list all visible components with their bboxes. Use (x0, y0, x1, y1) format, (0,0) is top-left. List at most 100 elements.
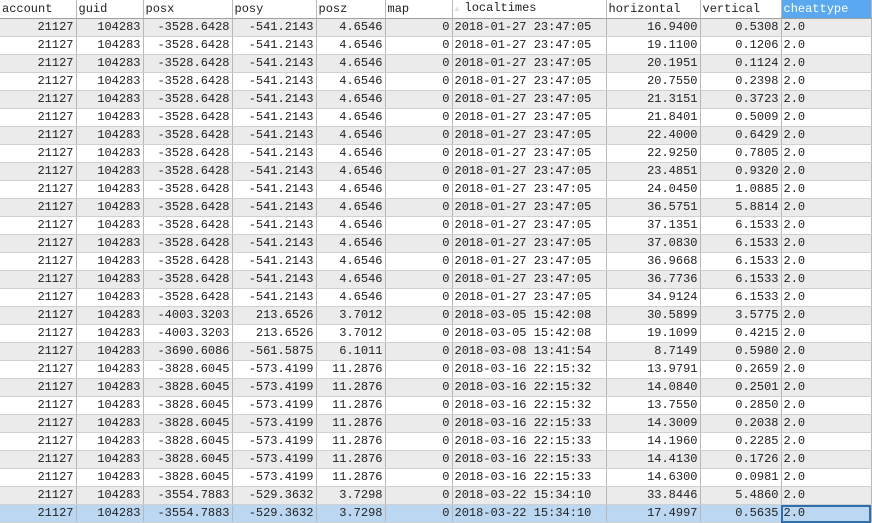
cell-cheattype[interactable]: 2.0 (781, 324, 872, 343)
cell-posx[interactable]: -4003.3203 (143, 306, 233, 325)
cell-account[interactable]: 21127 (0, 162, 77, 181)
table-row[interactable]: 21127 104283 -3528.6428 -541.2143 4.6546 0 201… (0, 234, 872, 253)
cell-cheattype[interactable]: 2.0 (781, 504, 872, 523)
cell-posy[interactable]: -541.2143 (232, 270, 317, 289)
cell-vertical[interactable]: 6.1533 (700, 252, 782, 271)
table-row[interactable]: 21127 104283 -3828.6045 -573.4199 11.2876 0 20… (0, 450, 872, 469)
cell-posy[interactable]: -541.2143 (232, 162, 317, 181)
cell-account[interactable]: 21127 (0, 324, 77, 343)
cell-guid[interactable]: 104283 (76, 216, 144, 235)
cell-posy[interactable]: -541.2143 (232, 18, 317, 37)
cell-guid[interactable]: 104283 (76, 414, 144, 433)
cell-cheattype[interactable]: 2.0 (781, 36, 872, 55)
cell-posz[interactable]: 4.6546 (316, 108, 386, 127)
cell-map[interactable]: 0 (385, 18, 453, 37)
cell-vertical[interactable]: 0.9320 (700, 162, 782, 181)
cell-posy[interactable]: -541.2143 (232, 144, 317, 163)
table-row[interactable]: 21127 104283 -3528.6428 -541.2143 4.6546 0 201… (0, 198, 872, 217)
cell-account[interactable]: 21127 (0, 360, 77, 379)
cell-posx[interactable]: -3528.6428 (143, 234, 233, 253)
cell-posy[interactable]: -573.4199 (232, 414, 317, 433)
cell-guid[interactable]: 104283 (76, 144, 144, 163)
table-row[interactable]: 21127 104283 -3828.6045 -573.4199 11.2876 0 20… (0, 360, 872, 379)
cell-vertical[interactable]: 0.0981 (700, 468, 782, 487)
cell-horizontal[interactable]: 37.1351 (606, 216, 701, 235)
column-header-map[interactable]: map (385, 0, 453, 19)
cell-vertical[interactable]: 0.5009 (700, 108, 782, 127)
cell-posx[interactable]: -3528.6428 (143, 252, 233, 271)
cell-horizontal[interactable]: 17.4997 (606, 504, 701, 523)
cell-map[interactable]: 0 (385, 198, 453, 217)
cell-map[interactable]: 0 (385, 360, 453, 379)
cell-localtimes[interactable]: 2018-03-05 15:42:08 (452, 306, 607, 325)
cell-guid[interactable]: 104283 (76, 396, 144, 415)
cell-localtimes[interactable]: 2018-01-27 23:47:05 (452, 180, 607, 199)
cell-cheattype[interactable]: 2.0 (781, 288, 872, 307)
cell-localtimes[interactable]: 2018-01-27 23:47:05 (452, 252, 607, 271)
cell-cheattype[interactable]: 2.0 (781, 378, 872, 397)
cell-localtimes[interactable]: 2018-01-27 23:47:05 (452, 216, 607, 235)
cell-cheattype[interactable]: 2.0 (781, 396, 872, 415)
cell-account[interactable]: 21127 (0, 198, 77, 217)
cell-posy[interactable]: -541.2143 (232, 54, 317, 73)
cell-account[interactable]: 21127 (0, 378, 77, 397)
cell-cheattype[interactable]: 2.0 (781, 486, 872, 505)
cell-localtimes[interactable]: 2018-03-16 22:15:33 (452, 450, 607, 469)
cell-account[interactable]: 21127 (0, 54, 77, 73)
cell-map[interactable]: 0 (385, 342, 453, 361)
cell-account[interactable]: 21127 (0, 450, 77, 469)
table-row[interactable]: 21127 104283 -3528.6428 -541.2143 4.6546 0 201… (0, 162, 872, 181)
cell-posy[interactable]: -573.4199 (232, 468, 317, 487)
cell-posz[interactable]: 4.6546 (316, 18, 386, 37)
cell-cheattype[interactable]: 2.0 (781, 306, 872, 325)
cell-map[interactable]: 0 (385, 324, 453, 343)
cell-localtimes[interactable]: 2018-03-16 22:15:32 (452, 360, 607, 379)
cell-map[interactable]: 0 (385, 126, 453, 145)
table-row[interactable]: 21127 104283 -3528.6428 -541.2143 4.6546 0 201… (0, 180, 872, 199)
cell-localtimes[interactable]: 2018-03-22 15:34:10 (452, 504, 607, 523)
cell-account[interactable]: 21127 (0, 126, 77, 145)
cell-posy[interactable]: -541.2143 (232, 90, 317, 109)
cell-posx[interactable]: -3528.6428 (143, 36, 233, 55)
cell-cheattype[interactable]: 2.0 (781, 414, 872, 433)
cell-map[interactable]: 0 (385, 180, 453, 199)
table-row[interactable]: 21127 104283 -3528.6428 -541.2143 4.6546 0 201… (0, 252, 872, 271)
cell-posx[interactable]: -3528.6428 (143, 72, 233, 91)
cell-horizontal[interactable]: 16.9400 (606, 18, 701, 37)
cell-localtimes[interactable]: 2018-01-27 23:47:05 (452, 288, 607, 307)
column-header-posy[interactable]: posy (232, 0, 317, 19)
cell-map[interactable]: 0 (385, 72, 453, 91)
table-row[interactable]: 21127 104283 -3528.6428 -541.2143 4.6546 0 201… (0, 36, 872, 55)
cell-cheattype[interactable]: 2.0 (781, 216, 872, 235)
cell-cheattype[interactable]: 2.0 (781, 342, 872, 361)
cell-localtimes[interactable]: 2018-03-16 22:15:33 (452, 468, 607, 487)
cell-map[interactable]: 0 (385, 288, 453, 307)
cell-posz[interactable]: 3.7298 (316, 486, 386, 505)
cell-map[interactable]: 0 (385, 468, 453, 487)
cell-vertical[interactable]: 0.2398 (700, 72, 782, 91)
cell-posx[interactable]: -3828.6045 (143, 360, 233, 379)
cell-cheattype[interactable]: 2.0 (781, 144, 872, 163)
cell-posz[interactable]: 4.6546 (316, 198, 386, 217)
cell-posy[interactable]: -529.3632 (232, 486, 317, 505)
cell-localtimes[interactable]: 2018-01-27 23:47:05 (452, 126, 607, 145)
cell-posy[interactable]: -573.4199 (232, 396, 317, 415)
cell-posy[interactable]: -573.4199 (232, 450, 317, 469)
cell-horizontal[interactable]: 19.1100 (606, 36, 701, 55)
cell-posy[interactable]: 213.6526 (232, 324, 317, 343)
cell-posz[interactable]: 4.6546 (316, 288, 386, 307)
cell-guid[interactable]: 104283 (76, 342, 144, 361)
cell-posx[interactable]: -3528.6428 (143, 162, 233, 181)
cell-map[interactable]: 0 (385, 108, 453, 127)
cell-guid[interactable]: 104283 (76, 306, 144, 325)
cell-cheattype[interactable]: 2.0 (781, 72, 872, 91)
cell-posy[interactable]: -541.2143 (232, 72, 317, 91)
cell-horizontal[interactable]: 37.0830 (606, 234, 701, 253)
column-header-posx[interactable]: posx (143, 0, 233, 19)
cell-horizontal[interactable]: 13.7550 (606, 396, 701, 415)
cell-map[interactable]: 0 (385, 432, 453, 451)
cell-posx[interactable]: -3528.6428 (143, 180, 233, 199)
table-row[interactable]: 21127 104283 -3528.6428 -541.2143 4.6546 0 201… (0, 90, 872, 109)
cell-posz[interactable]: 4.6546 (316, 162, 386, 181)
